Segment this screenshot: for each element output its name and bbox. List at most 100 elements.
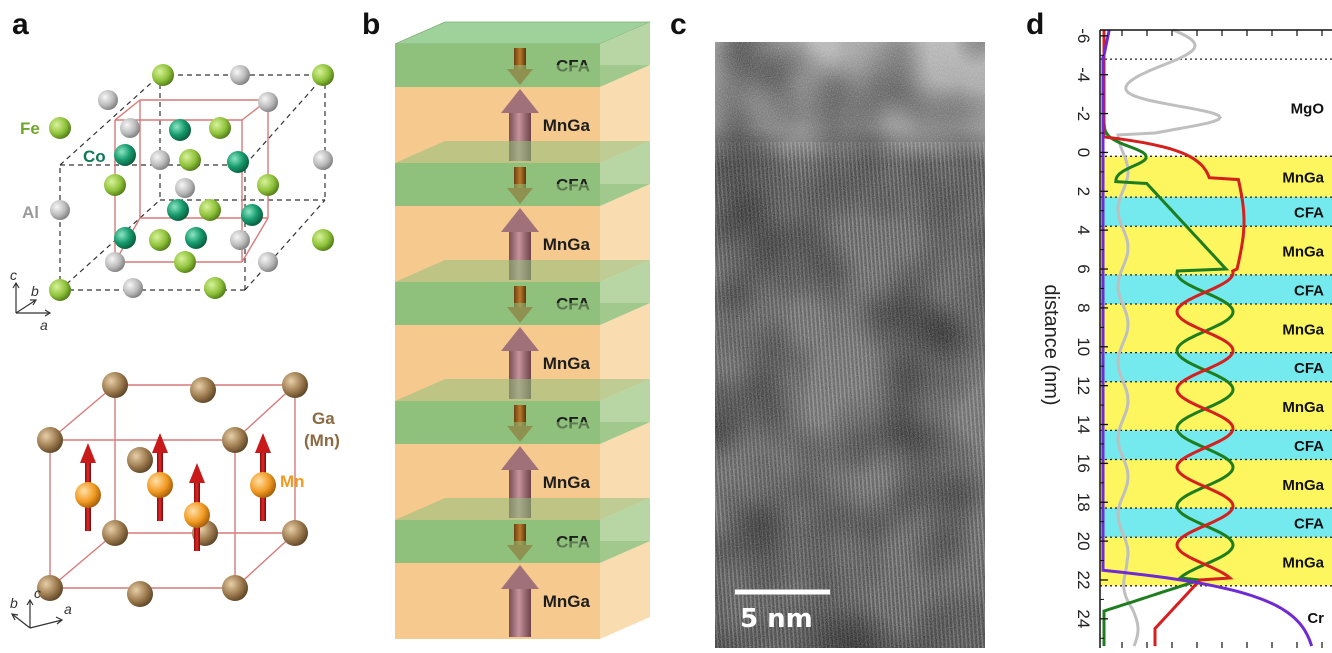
atom-al	[230, 65, 250, 85]
mnga-spin-arrow-head	[501, 89, 539, 113]
tem-image: 5 nm	[715, 42, 985, 648]
cell-edge	[59, 74, 161, 166]
interface-plane	[395, 379, 650, 401]
mnga-spin-arrow-head	[501, 327, 539, 351]
y-tick-label: 8	[1074, 303, 1093, 312]
tem-lattice-image	[715, 42, 985, 648]
atom-al	[175, 178, 195, 198]
atom-fe	[149, 229, 171, 251]
inner-cell-edge	[241, 217, 269, 263]
atom-fe	[152, 64, 174, 86]
axes-indicator-top	[12, 281, 52, 317]
cell-edge	[49, 532, 116, 589]
atom-fe	[49, 279, 71, 301]
atom-al	[120, 118, 140, 138]
interface-plane	[395, 303, 650, 325]
layer-label-cfa: CFA	[1294, 282, 1324, 299]
cell-edge	[59, 199, 161, 291]
mnga-spin-arrow-head	[501, 565, 539, 589]
layer-band-cfa	[1100, 352, 1332, 382]
atom-al	[105, 252, 125, 272]
atom-label-ga: Ga	[312, 409, 335, 428]
layer-label-cfa: CFA	[1294, 438, 1324, 455]
y-tick-label: -4	[1074, 67, 1093, 82]
atom-al	[230, 230, 250, 250]
axis-b-bottom: b	[10, 595, 18, 611]
atom-ga	[127, 447, 153, 473]
layer-label-mnga: MnGa	[1282, 399, 1324, 416]
cell-edge	[234, 532, 296, 589]
atom-al	[50, 200, 70, 220]
atom-co	[114, 227, 136, 249]
atom-fe	[49, 117, 71, 139]
cell-edge	[244, 199, 326, 291]
atom-ga	[37, 575, 63, 601]
axis-c-top: c	[10, 267, 17, 283]
layer-band-cfa	[1100, 508, 1332, 538]
y-tick-label: -2	[1074, 106, 1093, 121]
layer-label-mnga: MnGa	[543, 592, 591, 611]
axis-a-bottom: a	[64, 601, 72, 617]
panel-label-c: c	[670, 8, 687, 41]
mnga-spin-arrow-head	[501, 446, 539, 470]
mnga-spin-arrow-shaft	[509, 587, 531, 637]
interface-plane	[395, 184, 650, 206]
y-tick-label: 16	[1074, 454, 1093, 473]
axis-a-top: a	[40, 317, 48, 333]
mnga-unit-cell	[37, 372, 308, 607]
axis-c-bottom: c	[34, 585, 41, 601]
atom-fe	[312, 229, 334, 251]
interface-plane	[395, 141, 650, 163]
layer-band-mnga	[1100, 304, 1332, 353]
layer-band-mnga	[1100, 459, 1332, 509]
layer-bands: MgO MnGa CFA MnGa CFA MnGa CFA MnGa CFA MnGa CFA Mn…	[1100, 58, 1332, 648]
inner-cell-edge	[114, 99, 141, 121]
layer-label-cfa: CFA	[1294, 516, 1324, 533]
atom-fe	[257, 174, 279, 196]
y-tick-label: 18	[1074, 493, 1093, 512]
atom-co	[169, 119, 191, 141]
axes-indicator-bottom	[10, 598, 64, 629]
panel-a: a Fe Co Al Ga (Mn) Mn c b a	[0, 0, 360, 648]
panel-label-d: d	[1026, 8, 1045, 41]
atom-al	[123, 278, 143, 298]
atom-ga	[282, 372, 308, 398]
mnga-spin-arrow-head	[501, 208, 539, 232]
scale-bar-label: 5 nm	[740, 604, 813, 634]
layer-label-mnga: MnGa	[543, 354, 591, 373]
y-tick-label: 6	[1074, 264, 1093, 273]
atom-mn	[75, 482, 101, 508]
layer-band-cfa	[1100, 430, 1332, 460]
layer-label-mnga: MnGa	[1282, 170, 1324, 187]
atom-co	[227, 151, 249, 173]
spin-arrow-head	[80, 443, 96, 463]
atom-ga	[37, 427, 63, 453]
atom-co	[114, 144, 136, 166]
y-tick-label: 0	[1074, 148, 1093, 157]
spin-arrow-head	[255, 433, 271, 453]
layer-label-mnga: MnGa	[543, 235, 591, 254]
y-tick-label: 24	[1074, 609, 1093, 628]
atom-al	[313, 150, 333, 170]
layer-label-cfa: CFA	[1294, 360, 1324, 377]
spin-arrow-head	[189, 463, 205, 483]
heusler-cfa-unit-cell	[49, 64, 334, 301]
eels-profile-chart: MgO MnGa CFA MnGa CFA MnGa CFA MnGa CFA MnGa CFA Mn…	[1040, 28, 1332, 648]
layer-band-cfa	[1100, 197, 1332, 227]
layer-band-mnga	[1100, 226, 1332, 275]
interface-plane	[395, 260, 650, 282]
panel-d: d MgO MnGa CFA MnGa CFA MnGa CFA MnGa CFA MnGa CFA…	[1000, 0, 1332, 648]
atom-fe	[209, 117, 231, 139]
layer-side-mnga	[600, 184, 650, 282]
panel-c: c	[660, 0, 1000, 648]
layer-label-mnga: MnGa	[1282, 244, 1324, 261]
y-tick-label: 4	[1074, 225, 1093, 234]
atom-co	[185, 227, 207, 249]
layer-side-mnga	[600, 303, 650, 401]
atom-ga	[190, 377, 216, 403]
atom-ga	[222, 427, 248, 453]
interface-plane	[395, 422, 650, 444]
interface-plane	[395, 541, 650, 563]
atom-fe	[104, 174, 126, 196]
